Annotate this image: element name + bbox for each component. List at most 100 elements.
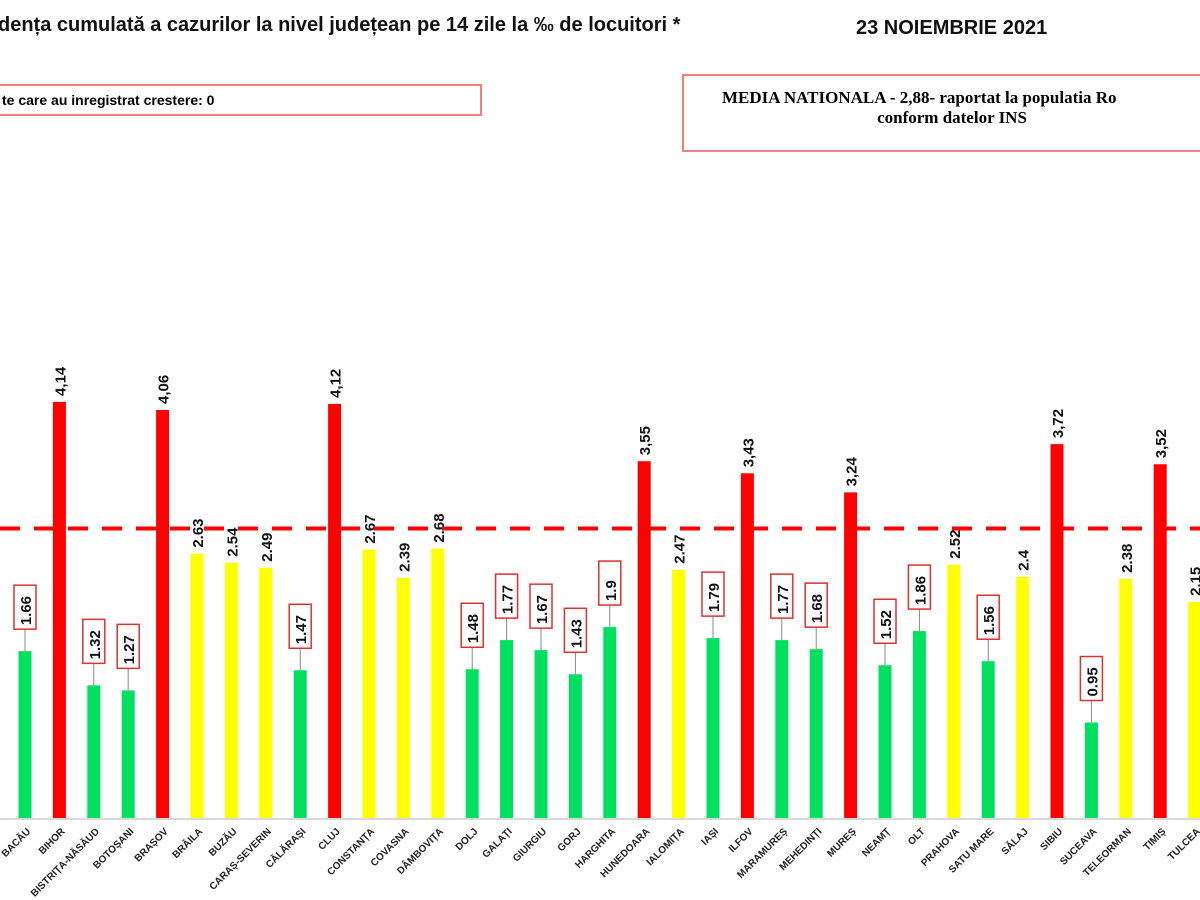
data-label: 2.39 <box>396 543 413 572</box>
data-label: 1.27 <box>121 635 138 664</box>
data-label: 1.32 <box>87 630 104 659</box>
report-date: 23 NOIEMBRIE 2021 <box>856 17 1048 39</box>
label-box <box>563 607 588 654</box>
data-label: 1.77 <box>775 585 792 614</box>
bar-4 <box>121 690 135 818</box>
data-label: 1.68 <box>809 594 826 623</box>
data-label: 3,52 <box>1153 429 1170 458</box>
label-box <box>598 560 622 606</box>
category-label: TIMIȘ <box>1142 826 1169 853</box>
label-box <box>701 571 725 617</box>
category-label: ILFOV <box>727 826 756 855</box>
category-label: SĂLAJ <box>998 825 1030 857</box>
category-label: BUZĂU <box>206 825 240 859</box>
data-label: 1.9 <box>603 580 620 601</box>
data-label: 2.49 <box>259 533 276 562</box>
data-label: 1.86 <box>912 576 929 605</box>
bar-8 <box>259 567 273 818</box>
national-average-source: conform datelor INS <box>877 108 1027 127</box>
data-label: 0.95 <box>1084 667 1101 696</box>
label-box <box>529 583 553 629</box>
data-label: 1.48 <box>465 614 482 643</box>
bar-22 <box>740 473 754 818</box>
label-box <box>1079 655 1104 702</box>
label-box <box>82 618 106 665</box>
bar-26 <box>878 665 892 818</box>
category-label: SIBIU <box>1038 826 1065 853</box>
bar-9 <box>293 670 307 818</box>
data-label: 3,24 <box>844 457 861 487</box>
data-label: 2.47 <box>672 535 689 564</box>
category-label: BIHOR <box>37 826 68 857</box>
bar-3 <box>87 685 101 818</box>
increase-counties-box: te care au inregistrat crestere: 0 <box>0 84 482 116</box>
bar-24 <box>809 649 823 818</box>
label-box <box>804 582 828 628</box>
data-label: 1.47 <box>293 615 310 644</box>
bar-35 <box>1188 601 1200 818</box>
data-label: 2.67 <box>362 514 379 543</box>
data-label: 1.67 <box>534 595 551 624</box>
data-label: 2.68 <box>431 513 448 542</box>
bar-6 <box>190 553 204 818</box>
category-label: DOLJ <box>454 826 481 853</box>
data-label: 4,12 <box>328 369 345 398</box>
bar-2 <box>52 401 66 818</box>
category-label: CARAȘ-SEVERIN <box>208 826 274 892</box>
label-box <box>116 623 140 670</box>
data-label: 4,06 <box>156 375 173 404</box>
national-average-box: MEDIA NATIONALA - 2,88- raportat la popu… <box>682 74 1200 152</box>
label-box <box>770 573 794 619</box>
category-label: MUREȘ <box>825 826 859 860</box>
data-label: 3,43 <box>740 438 757 467</box>
bar-14 <box>465 669 479 818</box>
bar-21 <box>706 638 720 818</box>
bar-1 <box>18 651 32 818</box>
label-box <box>494 573 519 619</box>
data-label: 1.52 <box>878 610 895 639</box>
data-label: 1.77 <box>500 585 517 614</box>
data-label: 2.52 <box>947 530 964 559</box>
bar-28 <box>947 564 961 818</box>
category-label: IAȘI <box>700 826 722 848</box>
bar-5 <box>156 409 170 818</box>
category-label: BRAȘOV <box>133 826 171 864</box>
bar-20 <box>672 569 686 818</box>
data-label: 3,72 <box>1050 409 1067 438</box>
category-label: TULCEA <box>1166 826 1200 862</box>
category-label: BRĂILA <box>169 825 205 861</box>
bar-11 <box>362 549 376 818</box>
data-label: 1.43 <box>568 619 585 648</box>
category-label: OLT <box>906 826 927 847</box>
data-label: 2.4 <box>1016 549 1033 571</box>
bar-25 <box>844 492 858 818</box>
bar-30 <box>1016 576 1030 818</box>
bar-32 <box>1084 722 1098 818</box>
data-label: 1.66 <box>18 596 35 625</box>
bar-16 <box>534 650 548 818</box>
bar-19 <box>637 461 651 818</box>
bar-33 <box>1119 578 1133 818</box>
category-label: GORJ <box>556 826 584 854</box>
bar-15 <box>500 640 514 818</box>
national-average-text: MEDIA NATIONALA - 2,88- raportat la popu… <box>722 88 1117 107</box>
data-label: 2.54 <box>224 527 241 557</box>
bar-7 <box>224 562 238 818</box>
label-box <box>460 602 484 649</box>
category-label: CLUJ <box>316 826 342 852</box>
category-label: NEAMȚ <box>860 826 893 859</box>
label-box <box>13 584 37 630</box>
bar-34 <box>1153 464 1167 818</box>
data-label: 4,14 <box>52 366 69 396</box>
data-label: 1.56 <box>981 606 998 635</box>
label-box <box>288 603 312 650</box>
label-box <box>873 598 897 644</box>
label-box <box>976 594 1000 640</box>
bar-13 <box>431 548 445 818</box>
label-box <box>907 564 932 610</box>
bar-31 <box>1050 444 1064 818</box>
bar-27 <box>912 631 926 818</box>
data-label: 2.63 <box>190 518 207 547</box>
bar-23 <box>775 640 789 818</box>
